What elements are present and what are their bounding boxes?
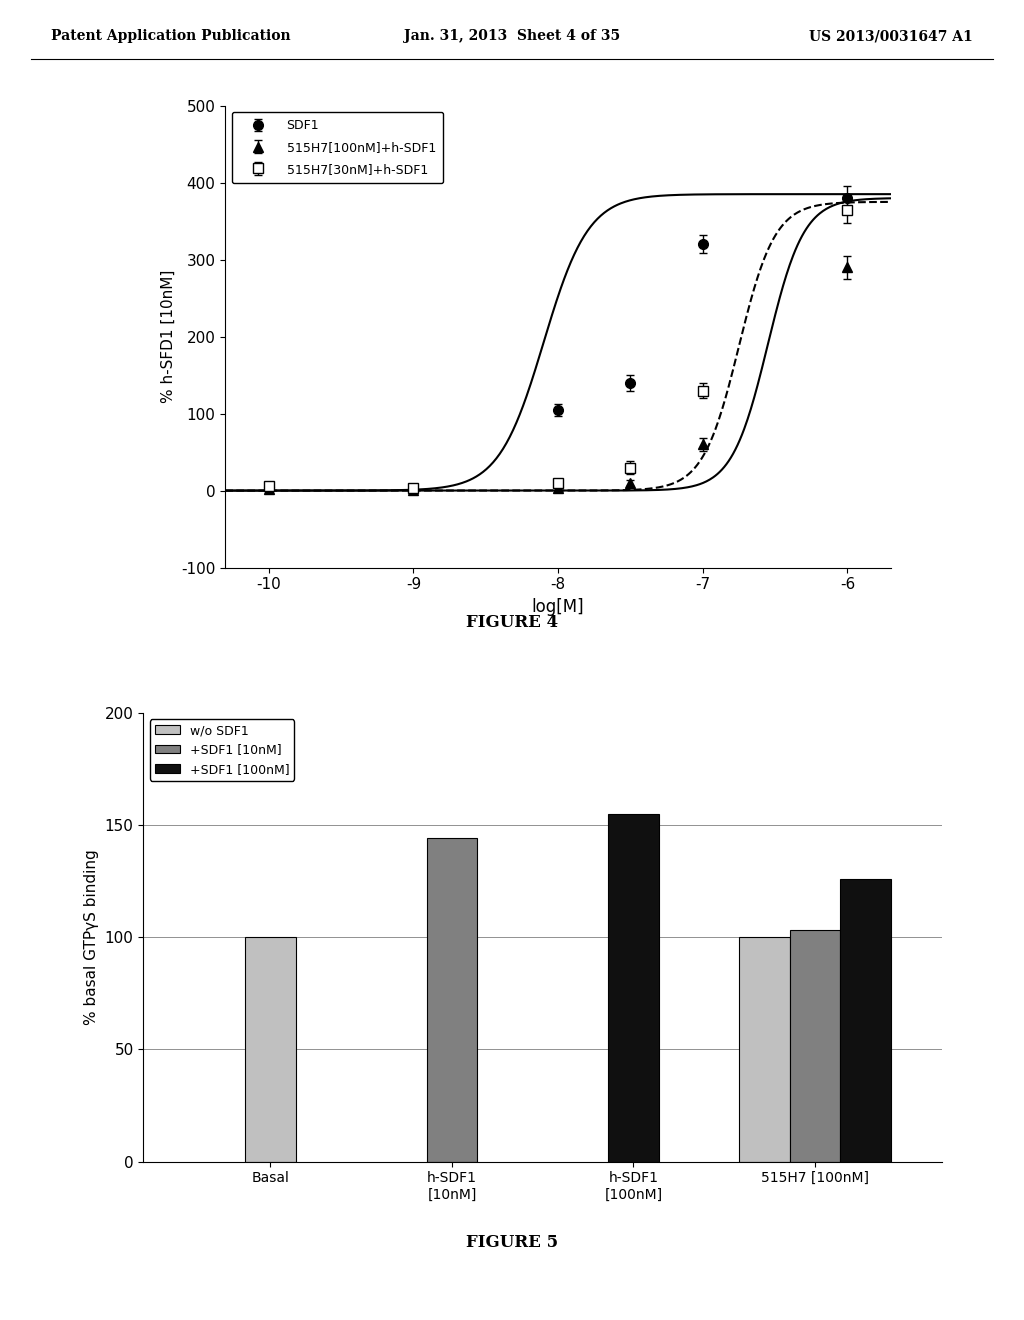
- Bar: [738, 937, 790, 1162]
- Legend: w/o SDF1, +SDF1 [10nM], +SDF1 [100nM]: w/o SDF1, +SDF1 [10nM], +SDF1 [100nM]: [150, 719, 294, 780]
- Text: FIGURE 5: FIGURE 5: [466, 1234, 558, 1251]
- Bar: [427, 838, 477, 1162]
- X-axis label: log[M]: log[M]: [531, 598, 585, 616]
- Y-axis label: % h-SFD1 [10nM]: % h-SFD1 [10nM]: [161, 269, 176, 404]
- Bar: [245, 937, 296, 1162]
- Y-axis label: % basal GTPγS binding: % basal GTPγS binding: [84, 849, 99, 1026]
- Bar: [790, 931, 841, 1162]
- Text: FIGURE 4: FIGURE 4: [466, 614, 558, 631]
- Bar: [841, 879, 891, 1162]
- Legend: SDF1, 515H7[100nM]+h-SDF1, 515H7[30nM]+h-SDF1: SDF1, 515H7[100nM]+h-SDF1, 515H7[30nM]+h…: [231, 112, 443, 183]
- Text: US 2013/0031647 A1: US 2013/0031647 A1: [809, 29, 973, 44]
- Text: Patent Application Publication: Patent Application Publication: [51, 29, 291, 44]
- Text: Jan. 31, 2013  Sheet 4 of 35: Jan. 31, 2013 Sheet 4 of 35: [403, 29, 621, 44]
- Bar: [608, 813, 658, 1162]
